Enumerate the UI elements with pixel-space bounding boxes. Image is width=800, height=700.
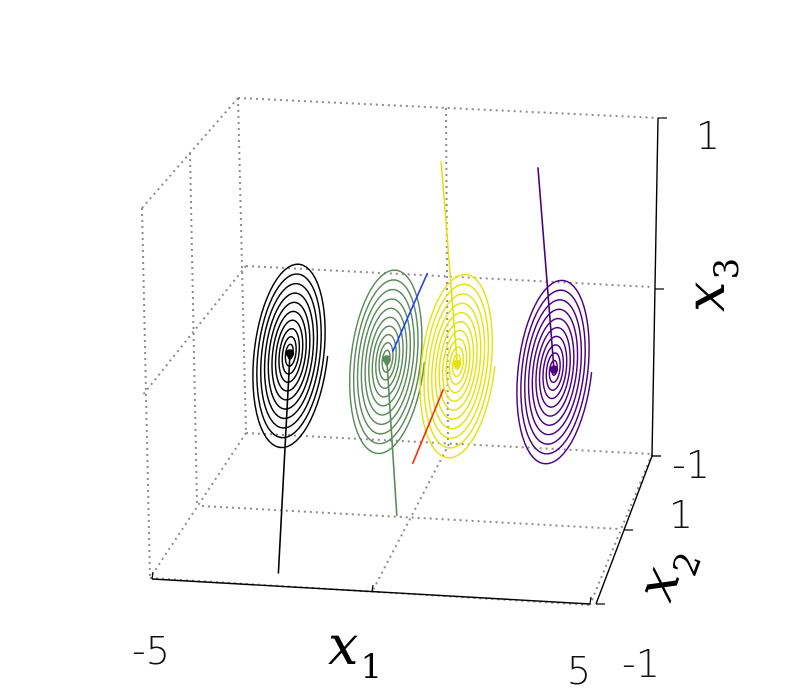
x1-axis-line: [151, 578, 591, 605]
spiral-core: [453, 359, 462, 368]
trajectory-series-4: [516, 167, 593, 465]
x1-tick-left: [151, 571, 154, 580]
x1-axis-label: x1: [328, 614, 382, 687]
trajectory-series-3: [419, 161, 496, 459]
spiral-core: [285, 349, 295, 358]
trajectory-layer: [252, 161, 593, 574]
trajectory-series-1: [252, 263, 329, 574]
spiral-core: [549, 365, 559, 374]
left-bottom-grid: [149, 432, 247, 579]
x1-tick-mid: [371, 584, 374, 593]
x3-tick-label-bottom: -1: [672, 443, 710, 487]
trajectory-entry-line: [440, 161, 458, 365]
spiral-core: [382, 355, 391, 364]
x3-axis-line: [651, 117, 659, 457]
trajectory-spiral: [516, 279, 593, 465]
x1-tick-label-left: -5: [132, 629, 170, 673]
back-mid-grid: [445, 107, 449, 445]
blue-accent-segment: [392, 272, 428, 353]
x1-tick-label-right: 5: [567, 649, 591, 693]
x2-axis-label: x2: [623, 536, 710, 612]
trajectory-spiral: [348, 269, 426, 455]
x2-tick-label-front: -1: [622, 642, 660, 686]
trajectory-series-2: [348, 269, 426, 517]
red-accent-segment: [412, 388, 444, 465]
x3-axis-label: x3: [674, 258, 747, 312]
x1-tick-right: [589, 596, 592, 605]
back-left-grid: [237, 97, 247, 434]
back-bottom-grid: [245, 432, 653, 455]
trajectory-entry-line: [277, 352, 291, 574]
axis-labels: -5 5 -1 1 -1 1 x1 x2 x3: [132, 114, 747, 693]
left-front-grid: [141, 207, 151, 579]
floor-horizontal-grid: [201, 505, 621, 530]
trajectory-entry-line: [537, 167, 555, 371]
x3-tick-label-top: 1: [696, 114, 720, 158]
left-mid-grid: [189, 152, 198, 506]
axis-lines: [151, 117, 667, 605]
left-horizontal-grid: [141, 265, 247, 397]
trajectory-spiral: [252, 263, 329, 449]
floor-vertical-grid: [371, 443, 450, 593]
back-top-grid: [237, 97, 659, 119]
trajectory-spiral: [419, 273, 496, 459]
x2-tick-label-back: 1: [669, 493, 693, 537]
back-horizontal-grid: [245, 265, 653, 288]
